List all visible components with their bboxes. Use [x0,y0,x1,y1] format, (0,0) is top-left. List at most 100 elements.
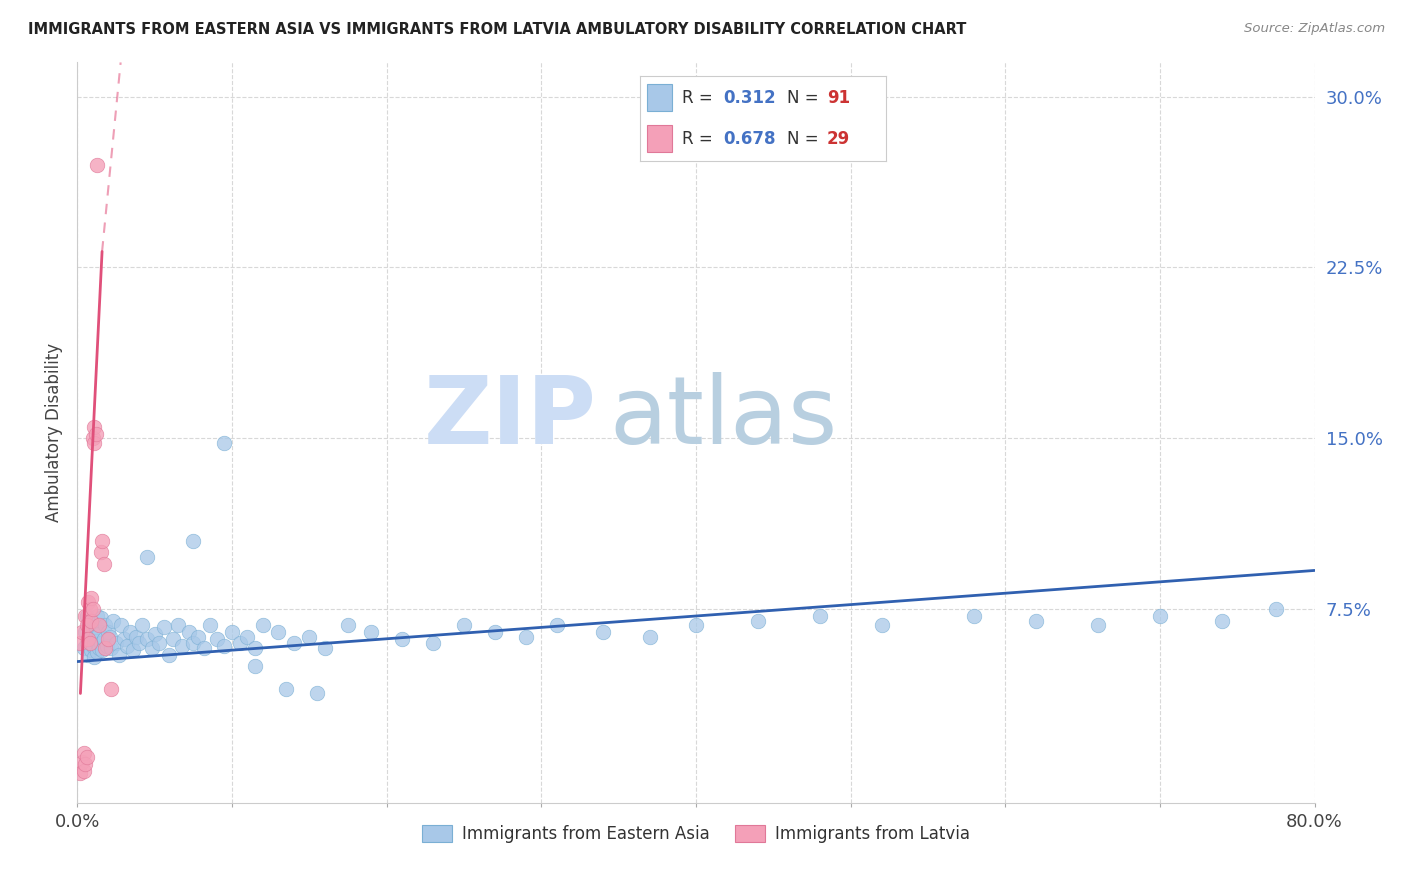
Point [200,618,222,632]
Y-axis label: Ambulatory Disability: Ambulatory Disability [45,343,63,522]
Point [128,636,150,650]
Point [391,632,413,646]
Point [82,431,104,445]
Point [1025,614,1047,628]
Point [86,158,108,172]
Point [136,632,159,646]
Point [79,636,101,650]
Text: R =: R = [682,129,713,147]
Text: atlas: atlas [609,372,838,464]
Point [298,630,321,644]
Text: ZIP: ZIP [425,372,598,464]
Point [100,681,122,696]
Point [75,757,96,772]
Point [75,609,96,624]
Point [141,640,163,655]
Point [685,618,707,632]
Point [236,630,259,644]
Point [91,533,114,548]
Point [79,632,101,646]
Point [172,639,194,653]
Point [337,618,360,632]
Point [118,624,141,639]
Point [80,591,103,605]
Point [80,643,103,657]
Point [870,618,893,632]
Point [76,636,98,650]
Point [77,618,100,632]
Point [82,639,104,653]
Point [193,640,215,655]
Legend: Immigrants from Eastern Asia, Immigrants from Latvia: Immigrants from Eastern Asia, Immigrants… [415,819,977,850]
Point [98,630,121,644]
Point [153,620,176,634]
Point [90,611,111,625]
Point [276,681,298,696]
Point [83,650,105,665]
Point [214,639,236,653]
Point [808,609,831,624]
Point [205,632,228,646]
Point [422,636,444,650]
Point [1265,602,1288,616]
Point [125,630,148,644]
Point [69,766,91,780]
Bar [647,85,672,112]
Point [87,618,110,632]
Point [86,609,108,624]
Point [177,624,200,639]
Text: 0.678: 0.678 [724,129,776,147]
Point [592,624,614,639]
Point [1087,618,1109,632]
Point [83,435,105,450]
Point [80,630,103,644]
Point [131,618,153,632]
Point [94,640,117,655]
Point [100,640,122,655]
Point [97,632,120,646]
Point [112,632,135,646]
Point [72,746,94,760]
Point [97,624,120,639]
Point [167,618,190,632]
Point [162,632,184,646]
Point [70,755,93,769]
Text: Source: ZipAtlas.com: Source: ZipAtlas.com [1244,22,1385,36]
Point [101,614,124,628]
Point [84,426,107,441]
Point [76,750,98,764]
Point [86,645,108,659]
Point [221,624,243,639]
Text: 91: 91 [827,89,849,107]
Point [79,614,101,628]
Point [77,648,100,662]
Point [157,648,180,662]
Text: R =: R = [682,89,713,107]
Point [90,636,111,650]
Point [283,636,305,650]
Point [963,609,986,624]
Point [87,640,110,655]
Point [187,630,209,644]
Point [84,620,107,634]
Point [83,420,105,434]
Point [183,636,205,650]
Point [87,627,110,641]
Point [122,643,145,657]
Point [143,627,166,641]
Point [148,636,170,650]
Text: IMMIGRANTS FROM EASTERN ASIA VS IMMIGRANTS FROM LATVIA AMBULATORY DISABILITY COR: IMMIGRANTS FROM EASTERN ASIA VS IMMIGRAN… [28,22,966,37]
Point [91,643,114,657]
Point [1149,609,1171,624]
Point [245,659,267,673]
Point [453,618,475,632]
Point [96,639,118,653]
Point [110,618,132,632]
Point [84,634,107,648]
Text: 29: 29 [827,129,851,147]
Point [82,623,104,637]
Point [546,618,568,632]
Point [76,618,98,632]
Point [79,602,101,616]
Point [228,636,252,650]
